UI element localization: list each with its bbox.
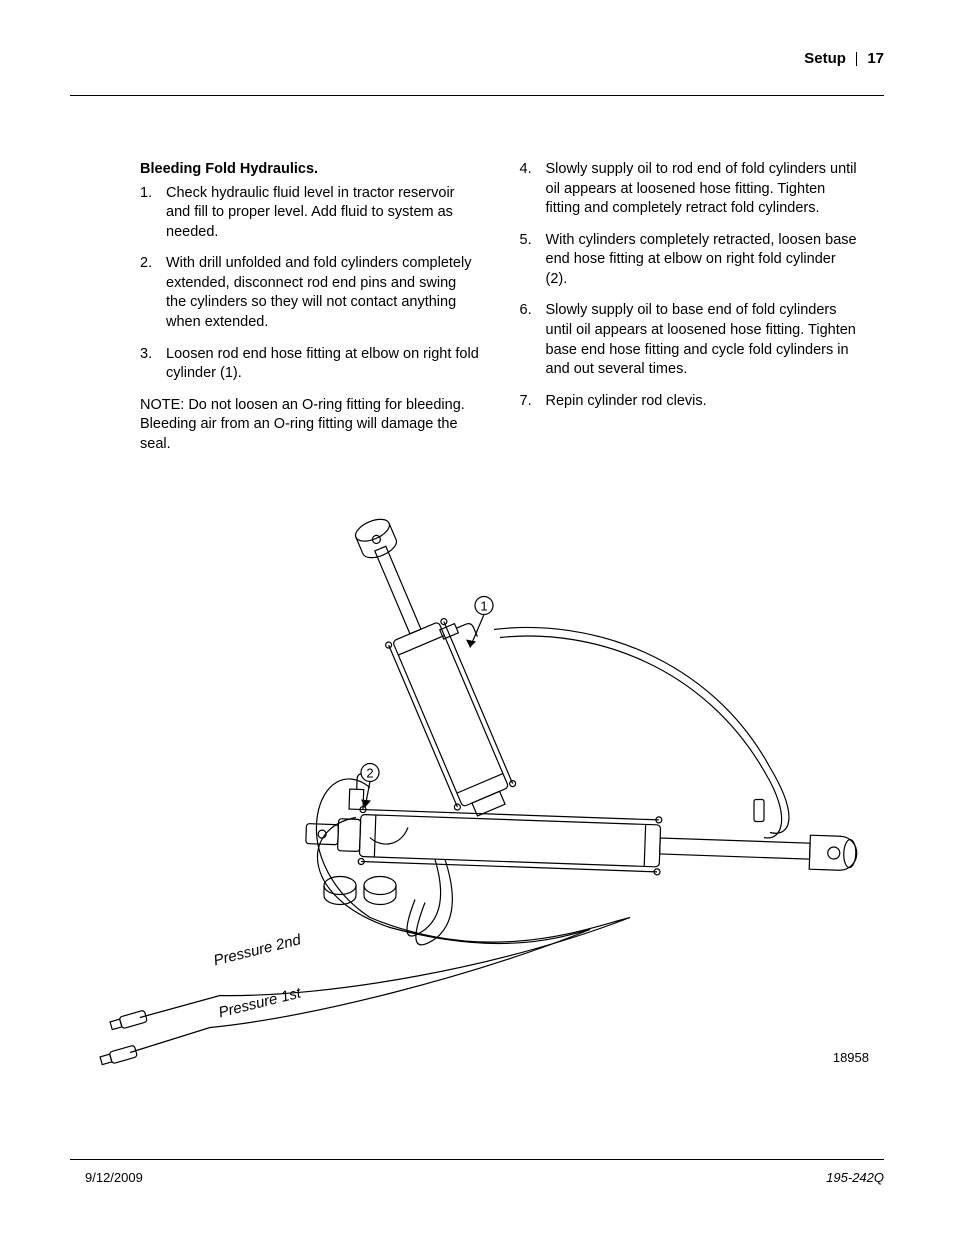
list-item: 1. Check hydraulic fluid level in tracto… <box>140 184 480 243</box>
figure-id: 18958 <box>833 1050 869 1065</box>
diagram-strokes <box>100 500 859 1066</box>
item-number: 2. <box>140 254 166 332</box>
item-text: Repin cylinder rod clevis. <box>546 392 860 412</box>
list-item: 5. With cylinders completely retracted, … <box>520 231 860 290</box>
horizontal-cylinder <box>305 772 859 882</box>
right-column: 4. Slowly supply oil to rod end of fold … <box>520 160 860 454</box>
hose-set-right <box>494 627 789 837</box>
page-header: Setup 17 <box>70 50 884 67</box>
callout-1-label: 1 <box>480 599 487 614</box>
left-column: Bleeding Fold Hydraulics. 1. Check hydra… <box>140 160 480 454</box>
pressure-2nd-label: Pressure 2nd <box>212 931 303 969</box>
list-item: 7. Repin cylinder rod clevis. <box>520 392 860 412</box>
header-rule <box>70 95 884 96</box>
section-title: Bleeding Fold Hydraulics. <box>140 160 480 180</box>
figure-area: 1 2 Pressure 2nd Pressure 1st <box>70 480 884 1115</box>
callout-2-label: 2 <box>366 766 373 781</box>
hose-set-left <box>100 779 630 1067</box>
item-number: 7. <box>520 392 546 412</box>
list-item: 6. Slowly supply oil to base end of fold… <box>520 301 860 379</box>
header-text: Setup 17 <box>70 50 884 67</box>
item-number: 6. <box>520 301 546 379</box>
right-procedure-list: 4. Slowly supply oil to rod end of fold … <box>520 160 860 411</box>
item-number: 4. <box>520 160 546 219</box>
item-text: Slowly supply oil to base end of fold cy… <box>546 301 860 379</box>
list-item: 3. Loosen rod end hose fitting at elbow … <box>140 345 480 384</box>
page-footer: 9/12/2009 195-242Q <box>85 1170 884 1185</box>
note-text: NOTE: Do not loosen an O-ring fitting fo… <box>140 396 480 455</box>
item-number: 3. <box>140 345 166 384</box>
page: Setup 17 Bleeding Fold Hydraulics. 1. Ch… <box>0 0 954 1235</box>
hydraulic-diagram-svg: 1 2 Pressure 2nd Pressure 1st <box>70 480 884 1115</box>
item-text: Check hydraulic fluid level in tractor r… <box>166 184 480 243</box>
left-procedure-list: 1. Check hydraulic fluid level in tracto… <box>140 184 480 384</box>
content-area: Bleeding Fold Hydraulics. 1. Check hydra… <box>140 160 859 454</box>
footer-rule <box>70 1159 884 1160</box>
item-number: 1. <box>140 184 166 243</box>
item-number: 5. <box>520 231 546 290</box>
footer-doc-number: 195-242Q <box>826 1170 884 1185</box>
two-column-layout: Bleeding Fold Hydraulics. 1. Check hydra… <box>140 160 859 454</box>
footer-date: 9/12/2009 <box>85 1170 143 1185</box>
item-text: Loosen rod end hose fitting at elbow on … <box>166 345 480 384</box>
item-text: With drill unfolded and fold cylinders c… <box>166 254 480 332</box>
list-item: 4. Slowly supply oil to rod end of fold … <box>520 160 860 219</box>
header-section-name: Setup <box>804 50 846 67</box>
header-page-number: 17 <box>867 50 884 67</box>
item-text: With cylinders completely retracted, loo… <box>546 231 860 290</box>
item-text: Slowly supply oil to rod end of fold cyl… <box>546 160 860 219</box>
list-item: 2. With drill unfolded and fold cylinder… <box>140 254 480 332</box>
header-divider <box>856 52 857 66</box>
